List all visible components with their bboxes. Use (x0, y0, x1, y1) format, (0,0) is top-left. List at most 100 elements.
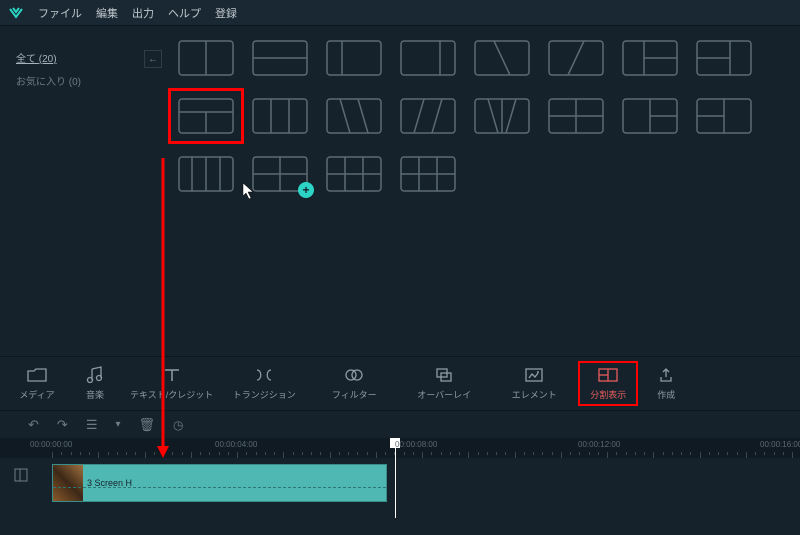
ruler-tick (505, 452, 506, 455)
ruler-tick (626, 452, 627, 455)
ruler-tick (783, 452, 784, 455)
layout-option[interactable] (178, 98, 234, 134)
filter-icon (344, 366, 364, 384)
layout-option[interactable] (252, 98, 308, 134)
ruler-tick (413, 452, 414, 455)
tool-label: メディア (19, 388, 54, 401)
ruler-timecode: 00:00:00:00 (30, 440, 72, 449)
layout-option[interactable] (326, 98, 382, 134)
sidebar-all-label: 全て (16, 54, 36, 65)
ruler-tick (404, 452, 405, 455)
layout-grid: + (170, 40, 800, 356)
transition-icon (254, 366, 274, 384)
media-icon (27, 366, 47, 384)
menu-item[interactable]: 登録 (215, 5, 237, 21)
layout-option[interactable] (548, 98, 604, 134)
ruler-tick (441, 452, 442, 455)
element-icon (525, 366, 543, 384)
tool-label: 音楽 (86, 388, 104, 401)
tool-label: 分割表示 (590, 388, 626, 401)
ruler-tick (89, 452, 90, 455)
ruler-tick (126, 452, 127, 455)
tool-transition[interactable]: トランジション (219, 362, 309, 405)
text-icon (163, 366, 181, 384)
ruler-tick (598, 452, 599, 455)
ruler-tick (135, 452, 136, 455)
tool-text[interactable]: テキスト/クレジット (124, 362, 219, 405)
layout-option[interactable] (474, 40, 530, 76)
ruler-tick (154, 452, 155, 455)
back-arrow-icon[interactable]: ← (144, 50, 162, 68)
tool-label: フィルター (332, 388, 377, 401)
layout-option[interactable] (696, 98, 752, 134)
layout-option[interactable] (622, 40, 678, 76)
ruler-tick (357, 452, 358, 455)
ruler-timecode: 00:00:12:00 (578, 440, 620, 449)
sidebar-favorites[interactable]: お気に入り (0) (16, 73, 154, 88)
delete-icon[interactable]: 🗑 (139, 417, 156, 433)
list-icon[interactable]: ☰ (86, 417, 98, 433)
track-head-icon[interactable] (0, 458, 42, 528)
tool-media[interactable]: メディア (8, 362, 66, 405)
ruler-tick (274, 452, 275, 455)
tool-element[interactable]: エレメント (489, 362, 579, 405)
ruler-tick (219, 452, 220, 455)
layout-option[interactable] (400, 40, 456, 76)
layout-option[interactable] (696, 40, 752, 76)
ruler-tick (108, 452, 109, 455)
tool-label: 作成 (657, 388, 675, 401)
ruler-tick (681, 452, 682, 455)
layout-option[interactable] (622, 98, 678, 134)
menu-item[interactable]: 出力 (132, 5, 154, 21)
layout-option[interactable] (326, 156, 382, 192)
timeline-ruler[interactable]: 00:00:00:0000:00:04:0000:00:08:0000:00:1… (0, 438, 800, 458)
tool-export[interactable]: 作成 (637, 362, 695, 405)
video-track[interactable]: 3 Screen H (42, 458, 800, 528)
menu-item[interactable]: ファイル (38, 5, 82, 21)
ruler-tick (293, 452, 294, 455)
ruler-tick (302, 452, 303, 455)
ruler-tick (246, 452, 247, 455)
layout-option[interactable] (178, 156, 234, 192)
ruler-tick (71, 452, 72, 455)
layout-option[interactable] (548, 40, 604, 76)
ruler-tick (496, 452, 497, 455)
split-icon (598, 366, 618, 384)
tool-filter[interactable]: フィルター (309, 362, 399, 405)
clip[interactable]: 3 Screen H (52, 464, 387, 502)
layout-option[interactable] (474, 98, 530, 134)
ruler-tick (579, 452, 580, 455)
ruler-tick (542, 452, 543, 455)
main-toolbar: メディア 音楽 テキスト/クレジットトランジションフィルター オーバーレイエレメント 分… (0, 356, 800, 410)
ruler-tick (339, 452, 340, 455)
marker-down-icon[interactable]: ▾ (115, 419, 120, 430)
ruler-tick (478, 452, 479, 455)
layout-option[interactable]: + (252, 156, 308, 192)
ruler-tick (367, 452, 368, 455)
tool-label: エレメント (512, 388, 557, 401)
layout-option[interactable] (326, 40, 382, 76)
ruler-tick (80, 452, 81, 455)
music-icon (86, 366, 104, 384)
tool-split[interactable]: 分割表示 (579, 362, 637, 405)
ruler-tick (774, 452, 775, 455)
ruler-tick (256, 452, 257, 455)
ruler-tick (265, 452, 266, 455)
menu-item[interactable]: 編集 (96, 5, 118, 21)
tool-music[interactable]: 音楽 (66, 362, 124, 405)
ruler-tick (635, 452, 636, 455)
ruler-tick (431, 452, 432, 455)
menu-item[interactable]: ヘルプ (168, 5, 201, 21)
add-icon[interactable]: + (298, 182, 314, 198)
tool-overlay[interactable]: オーバーレイ (399, 362, 489, 405)
ruler-tick (320, 452, 321, 455)
sidebar: 全て (20) お気に入り (0) ← (0, 40, 170, 356)
undo-icon[interactable]: ↶ (28, 417, 39, 433)
redo-icon[interactable]: ↷ (57, 417, 68, 433)
layout-option[interactable] (252, 40, 308, 76)
layout-option[interactable] (400, 98, 456, 134)
sidebar-all[interactable]: 全て (20) (16, 50, 154, 65)
layout-option[interactable] (400, 156, 456, 192)
history-icon[interactable]: ◷ (173, 418, 183, 432)
layout-option[interactable] (178, 40, 234, 76)
